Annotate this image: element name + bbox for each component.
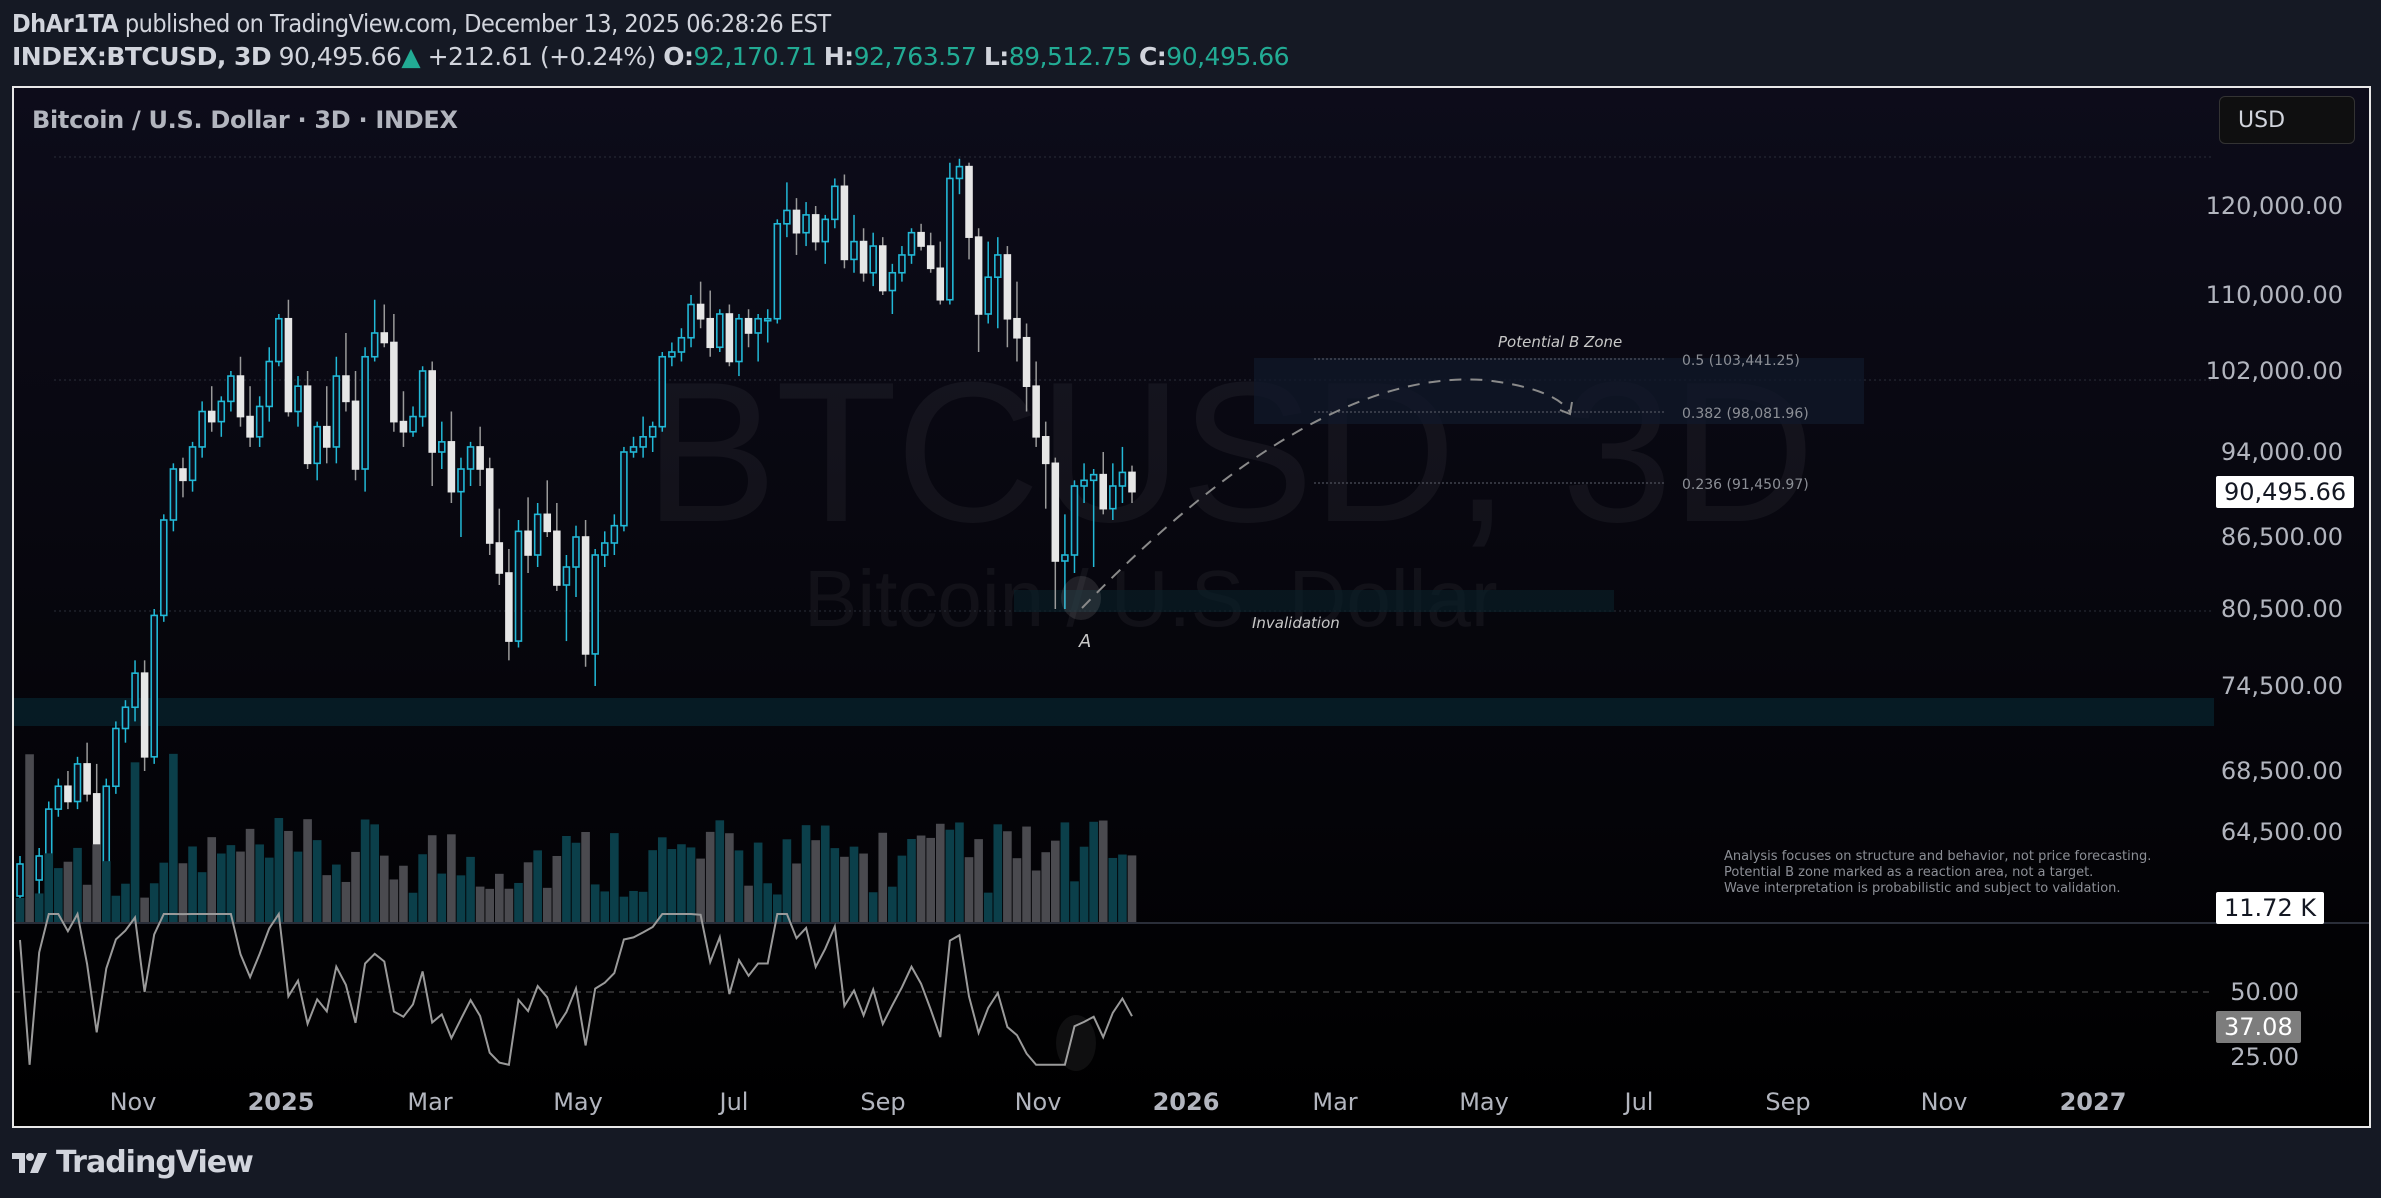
invalidation-label: Invalidation [1252,614,1340,632]
rsi-tick-50: 50.00 [2230,978,2299,1006]
rsi-tick-25: 25.00 [2230,1043,2299,1071]
price-tick-8: 64,500.00 [2220,818,2343,846]
tradingview-logo[interactable]: TradingView [12,1145,254,1180]
currency-button[interactable]: USD [2219,96,2355,144]
price-tick-6: 74,500.00 [2220,672,2343,700]
time-label-4: Jul [719,1088,749,1116]
price-change: +212.61 (+0.24%) [427,42,657,71]
time-label-2: Mar [407,1088,453,1116]
tradingview-brand: TradingView [56,1145,254,1180]
high-label: H: [823,42,854,71]
close-value: 90,495.66 [1166,42,1290,71]
published-text: published on TradingView.com, December 1… [124,9,831,38]
price-tick-5: 80,500.00 [2220,595,2343,623]
last-price-tag: 90,495.66 [2216,475,2355,508]
up-arrow-icon: ▲ [401,42,421,71]
price-tick-4: 86,500.00 [2220,523,2343,551]
symbol-ohlc-line: INDEX:BTCUSD, 3D 90,495.66▲ +212.61 (+0.… [12,42,1290,71]
disclaimer-note: Analysis focuses on structure and behavi… [1724,849,2151,897]
time-label-8: Mar [1312,1088,1358,1116]
price-tick-1: 110,000.00 [2205,281,2343,309]
potential-b-zone-label: Potential B Zone [1498,333,1623,351]
symbol-label: INDEX:BTCUSD, 3D [12,42,272,71]
price-tick-0: 120,000.00 [2205,192,2343,220]
low-label: L: [983,42,1009,71]
price-tick-2: 102,000.00 [2205,357,2343,385]
time-label-5: Sep [860,1088,906,1116]
high-value: 92,763.57 [853,42,977,71]
time-label-3: May [553,1088,603,1116]
time-label-11: Sep [1765,1088,1811,1116]
time-label-13: 2027 [2059,1088,2127,1116]
chart-frame[interactable]: BTCUSD, 3D Bitcoin / U.S. Dollar Bitcoin… [12,86,2371,1128]
fib-level-0-382: 0.382 (98,081.96) [1682,406,1809,422]
disclaimer-line-1: Analysis focuses on structure and behavi… [1724,849,2152,864]
price-tick-7: 68,500.00 [2220,757,2343,785]
disclaimer-line-3: Wave interpretation is probabilistic and… [1724,881,2121,896]
time-label-10: Jul [1624,1088,1654,1116]
price-chart-canvas[interactable] [14,88,2369,1126]
volume-value-tag: 11.72 K [2216,892,2325,924]
time-label-6: Nov [1014,1088,1062,1116]
time-label-9: May [1459,1088,1509,1116]
price-tick-3: 94,000.00 [2220,438,2343,466]
open-value: 92,170.71 [693,42,817,71]
time-label-12: Nov [1920,1088,1968,1116]
time-label-1: 2025 [247,1088,315,1116]
tradingview-logo-icon [12,1152,47,1173]
open-label: O: [663,42,694,71]
low-value: 89,512.75 [1008,42,1132,71]
fib-level-0-236: 0.236 (91,450.97) [1682,477,1809,493]
last-price: 90,495.66 [278,42,402,71]
author-name[interactable]: DhAr1TA [12,9,119,38]
fib-level-0-5: 0.5 (103,441.25) [1682,353,1800,369]
rsi-value-tag: 37.08 [2216,1011,2301,1043]
close-label: C: [1138,42,1167,71]
time-label-0: Nov [109,1088,157,1116]
publish-info: DhAr1TA published on TradingView.com, De… [12,9,831,38]
chart-legend: Bitcoin / U.S. Dollar · 3D · INDEX [32,106,458,134]
wave-a-label: A [1079,631,1092,652]
time-label-7: 2026 [1152,1088,1220,1116]
disclaimer-line-2: Potential B zone marked as a reaction ar… [1724,865,2094,880]
